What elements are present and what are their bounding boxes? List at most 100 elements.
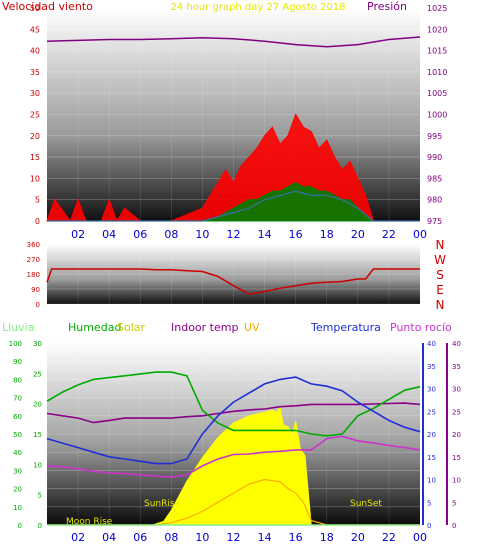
wind-speed-tick: 0: [35, 217, 40, 226]
series-uv: [47, 478, 420, 526]
bearing-tick: 270: [27, 256, 40, 264]
temperature-tick: 30: [427, 386, 436, 394]
bearing-tick: 90: [31, 286, 40, 294]
legend-solar: Solar: [117, 321, 146, 334]
pressure-tick: 1025: [427, 4, 447, 13]
hour-tick: 06: [133, 228, 147, 241]
humidity-tick: 50: [13, 431, 22, 439]
moonrise-label: Moon Rise: [66, 517, 113, 527]
bearing-tick: 360: [27, 241, 40, 249]
temperature-tick: 20: [427, 431, 436, 439]
pressure-axis: 975 980 985 990 995 1000 1005 1010 1015 1020 1025: [427, 4, 447, 226]
rain-tick: 20: [33, 401, 42, 409]
hour-tick: 06: [133, 531, 147, 544]
legend-rain: Lluvia: [2, 321, 34, 334]
rain-tick: 0: [38, 522, 42, 530]
humidity-tick: 60: [13, 413, 22, 421]
legend-uv: UV: [244, 321, 260, 334]
hour-tick: 16: [289, 531, 303, 544]
wind-hour-axis: 02 04 06 08 10 12 14 16 18 20 22 00: [71, 228, 427, 241]
indoor-temp-tick: 0: [452, 522, 456, 530]
pressure-title: Presión: [367, 0, 407, 13]
temperature-tick: 15: [427, 454, 436, 462]
pressure-tick: 1000: [427, 111, 447, 120]
series-temperatura: [46, 376, 421, 465]
hour-tick: 18: [320, 531, 334, 544]
compass-tick: S: [436, 268, 444, 282]
temperature-tick: 5: [427, 499, 431, 507]
series-humedad: [46, 371, 421, 437]
wind-speed-tick: 5: [35, 196, 40, 205]
series-punto-rocío: [46, 435, 421, 479]
hour-tick: 14: [258, 228, 272, 241]
temperature-tick: 25: [427, 408, 436, 416]
legend-dewpoint: Punto rocío: [390, 321, 452, 334]
indoor-temp-tick: 25: [452, 408, 461, 416]
legend-humidity: Humedad: [68, 321, 121, 334]
bearing-axis: 360 270 180 90 0: [27, 241, 40, 309]
wind-direction-grid: [47, 243, 420, 305]
hour-tick: 22: [382, 228, 396, 241]
hour-tick: 10: [195, 228, 209, 241]
humidity-tick: 100: [9, 340, 22, 348]
hour-tick: 20: [351, 228, 365, 241]
sunset-label: SunSet: [350, 499, 382, 509]
series-direction: [46, 268, 420, 295]
wind-speed-tick: 25: [30, 111, 40, 120]
indoor-temp-tick: 30: [452, 386, 461, 394]
graph-title: 24 hour graph day 27 Agosto 2018: [170, 2, 345, 13]
hour-tick: 00: [413, 228, 427, 241]
wind-speed-tick: 30: [30, 89, 40, 98]
legend-temperature: Temperatura: [310, 321, 381, 334]
indoor-temp-tick: 5: [452, 499, 456, 507]
hour-tick: 14: [258, 531, 272, 544]
bearing-tick: 0: [36, 301, 40, 309]
temperature-series: [46, 371, 421, 526]
wind-speed-tick: 40: [30, 47, 40, 56]
temperature-tick: 35: [427, 363, 436, 371]
hour-tick: 10: [195, 531, 209, 544]
temperature-hour-axis: 02 04 06 08 10 12 14 16 18 20 22 00: [71, 531, 427, 544]
wind-speed-tick: 15: [30, 153, 40, 162]
compass-tick: N: [436, 298, 445, 312]
wind-speed-tick: 50: [30, 4, 40, 13]
hour-tick: 16: [289, 228, 303, 241]
humidity-tick: 20: [13, 486, 22, 494]
temperature-axis: 0 5 10 15 20 25 30 35 40: [422, 340, 436, 530]
hour-tick: 02: [71, 228, 85, 241]
sunrise-label: SunRise: [144, 499, 181, 509]
rain-axis: 0 5 10 15 20 25 30: [33, 340, 42, 530]
pressure-tick: 995: [427, 132, 442, 141]
hour-tick: 22: [382, 531, 396, 544]
temperature-tick: 10: [427, 477, 436, 485]
compass-tick: N: [436, 238, 445, 252]
series-solar: [47, 405, 420, 526]
pressure-tick: 1020: [427, 25, 447, 34]
bearing-tick: 180: [27, 271, 40, 279]
wind-speed-tick: 20: [30, 132, 40, 141]
rain-tick: 5: [38, 492, 42, 500]
series-presión: [46, 36, 421, 48]
hour-tick: 08: [164, 531, 178, 544]
humidity-tick: 10: [13, 504, 22, 512]
wind-direction-series: [46, 268, 420, 295]
wind-speed-tick: 10: [30, 174, 40, 183]
pressure-tick: 975: [427, 217, 442, 226]
temperature-tick: 40: [427, 340, 436, 348]
indoor-temp-tick: 40: [452, 340, 461, 348]
wind-speed-axis: 0 5 10 15 20 25 30 35 40 45 50: [30, 4, 40, 226]
legend-indoor-temp: Indoor temp: [171, 321, 238, 334]
hour-tick: 18: [320, 228, 334, 241]
hour-tick: 20: [351, 531, 365, 544]
wind-speed-tick: 45: [30, 25, 40, 34]
temperature-tick: 0: [427, 522, 431, 530]
hour-tick: 02: [71, 531, 85, 544]
wind-speed-tick: 35: [30, 68, 40, 77]
humidity-tick: 80: [13, 376, 22, 384]
pressure-tick: 990: [427, 153, 442, 162]
pressure-tick: 1005: [427, 89, 447, 98]
